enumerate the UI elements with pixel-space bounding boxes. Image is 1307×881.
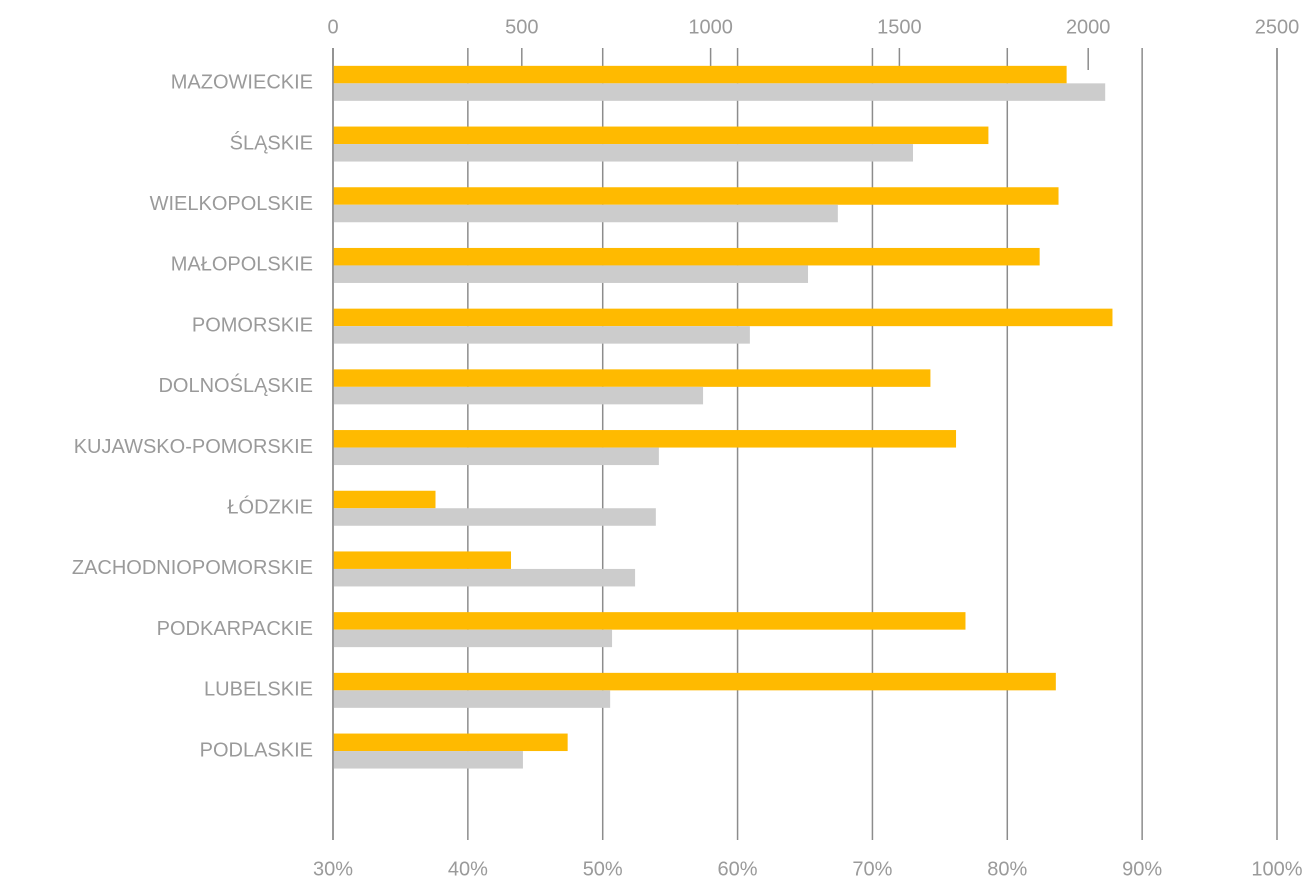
bar [333,308,1113,327]
x2-tick-label: 50% [583,858,623,880]
y-tick-label: MAZOWIECKIE [171,72,313,94]
bar [333,265,809,283]
y-tick-label: POMORSKIE [192,314,313,336]
x-tick-label: 0 [327,16,338,38]
y-tick-label: KUJAWSKO-POMORSKIE [74,436,313,458]
x2-tick-label: 90% [1122,858,1162,880]
y-tick-label: ŁÓDZKIE [227,496,313,519]
y-tick-label: DOLNOŚLĄSKIE [158,373,313,397]
bar [333,551,512,569]
bar [333,508,656,526]
y-tick-label: ZACHODNIOPOMORSKIE [72,557,313,579]
bar [333,386,704,405]
y-tick-label: LUBELSKIE [204,679,313,701]
bar [333,126,989,145]
bar [333,65,1067,84]
bar [333,144,913,162]
x2-tick-label: 30% [313,858,353,880]
bar [333,447,659,466]
bar [333,326,750,344]
y-tick-label: MAŁOPOLSKIE [171,254,313,276]
bar [333,490,436,509]
bar [333,568,636,587]
x-tick-label: 2500 [1255,16,1300,38]
bar [333,733,568,752]
bar [333,690,611,708]
bar [333,83,1106,101]
bar [333,751,523,769]
bar [333,187,1059,205]
x-tick-label: 1500 [877,16,922,38]
x2-tick-label: 70% [852,858,892,880]
y-tick-label: PODKARPACKIE [157,618,313,640]
bar [333,672,1056,691]
bar [333,612,966,630]
y-tick-label: PODLASKIE [200,739,313,761]
bar [333,369,931,387]
bar [333,629,613,648]
bar [333,430,957,448]
x2-tick-label: 100% [1251,858,1302,880]
bar [333,204,838,223]
x-tick-label: 500 [505,16,538,38]
bar [333,247,1040,266]
x2-tick-label: 40% [448,858,488,880]
y-tick-label: ŚLĄSKIE [230,130,313,154]
x-tick-label: 2000 [1066,16,1111,38]
x2-tick-label: 80% [987,858,1027,880]
y-tick-label: WIELKOPOLSKIE [150,193,313,215]
x-tick-label: 1000 [688,16,733,38]
x2-tick-label: 60% [718,858,758,880]
